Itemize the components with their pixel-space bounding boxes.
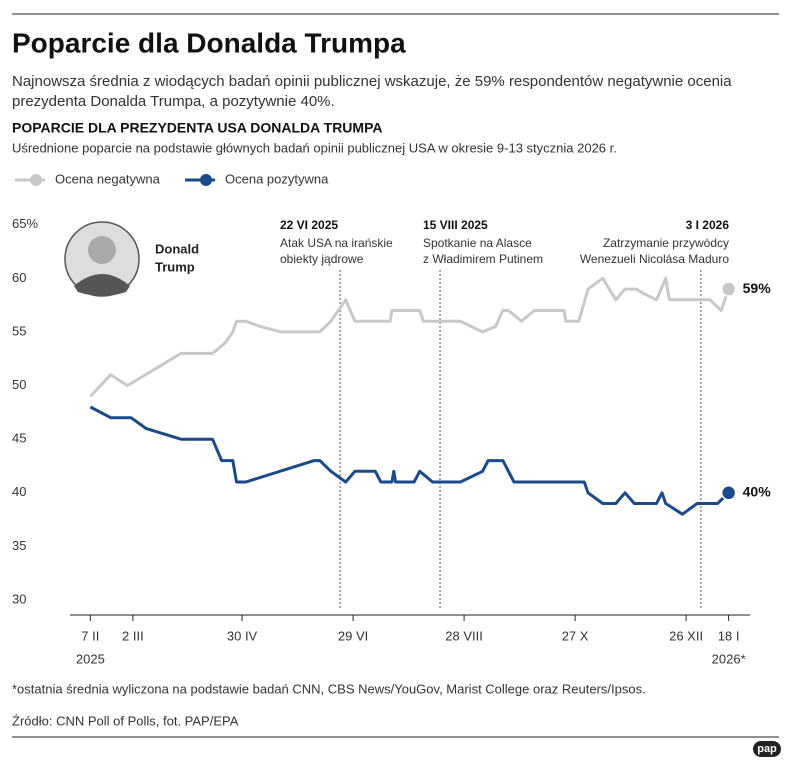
- portrait: [64, 221, 140, 297]
- chart-heading: POPARCIE DLA PREZYDENTA USA DONALDA TRUM…: [12, 120, 382, 136]
- y-tick-label: 65%: [12, 216, 38, 231]
- event-text: Zatrzymanie przywódcy: [603, 236, 729, 250]
- legend-label: Ocena negatywna: [55, 171, 161, 186]
- x-tick-label: 27 X: [562, 628, 589, 643]
- event-date: 3 I 2026: [686, 218, 730, 232]
- x-tick-label: 2 III: [122, 628, 144, 643]
- chart-subheading: Uśrednione poparcie na podstawie głównyc…: [12, 140, 617, 155]
- subtitle: Najnowsza średnia z wiodących badań opin…: [12, 73, 732, 90]
- event-text: Atak USA na irańskie: [280, 236, 393, 250]
- portrait-body: [74, 274, 130, 296]
- event-text: obiekty jądrowe: [280, 252, 364, 266]
- x-tick-label: 18 I: [718, 628, 740, 643]
- x-tick-label: 29 VI: [338, 628, 368, 643]
- x-tick-label: 28 VIII: [445, 628, 483, 643]
- portrait-head: [88, 236, 116, 264]
- event-date: 22 VI 2025: [280, 218, 338, 232]
- x-tick-label: 7 II: [81, 628, 99, 643]
- footnote: *ostatnia średnia wyliczona na podstawie…: [12, 681, 646, 696]
- series-line: [89, 405, 730, 516]
- logo-badge: [753, 741, 781, 757]
- y-tick-label: 30: [12, 591, 26, 606]
- x-tick-label: 26 XII: [669, 628, 703, 643]
- photo-caption: Donald: [155, 241, 199, 256]
- legend-marker: [30, 174, 42, 186]
- end-marker: [720, 281, 737, 297]
- photo-caption: Trump: [155, 259, 195, 274]
- y-tick-label: 35: [12, 538, 26, 553]
- y-tick-label: 50: [12, 377, 26, 392]
- event-date: 15 VIII 2025: [423, 218, 488, 232]
- end-label: 59%: [743, 280, 772, 296]
- y-tick-label: 45: [12, 431, 26, 446]
- y-tick-label: 55: [12, 323, 26, 338]
- legend-label: Ocena pozytywna: [225, 171, 329, 186]
- x-year-label: 2026*: [712, 651, 746, 666]
- event-text: z Władimirem Putinem: [423, 252, 543, 266]
- legend-marker: [200, 174, 212, 186]
- event-text: Spotkanie na Alasce: [423, 236, 532, 250]
- y-tick-label: 60: [12, 270, 26, 285]
- end-label: 40%: [743, 483, 772, 499]
- chart-title: Poparcie dla Donalda Trumpa: [12, 27, 406, 58]
- end-marker: [720, 485, 737, 501]
- subtitle: prezydenta Donalda Trumpa, a pozytywnie …: [12, 93, 335, 110]
- logo: pap: [757, 743, 777, 755]
- source: Źródło: CNN Poll of Polls, fot. PAP/EPA: [12, 713, 239, 728]
- event-text: Wenezueli Nicolása Maduro: [580, 252, 730, 266]
- series-line: [89, 276, 731, 398]
- x-year-label: 2025: [76, 651, 105, 666]
- x-tick-label: 30 IV: [227, 628, 258, 643]
- y-tick-label: 40: [12, 484, 26, 499]
